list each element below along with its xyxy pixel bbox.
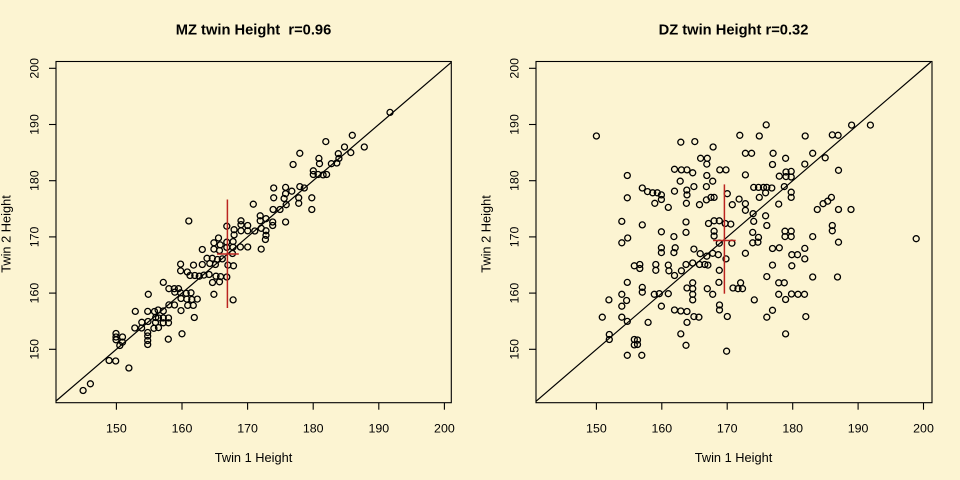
svg-text:190: 190 <box>368 421 389 435</box>
svg-text:200: 200 <box>434 421 455 435</box>
svg-text:160: 160 <box>651 421 672 435</box>
svg-text:170: 170 <box>717 421 738 435</box>
svg-text:200: 200 <box>508 58 522 79</box>
svg-text:DZ twin Height r=0.32: DZ twin Height r=0.32 <box>659 22 809 38</box>
svg-text:150: 150 <box>106 421 127 435</box>
svg-text:Twin 2 Height: Twin 2 Height <box>0 195 14 273</box>
svg-text:170: 170 <box>28 226 42 247</box>
svg-text:150: 150 <box>508 339 522 360</box>
svg-text:170: 170 <box>508 226 522 247</box>
svg-text:160: 160 <box>28 283 42 304</box>
svg-text:150: 150 <box>586 421 607 435</box>
svg-text:180: 180 <box>28 170 42 191</box>
svg-text:190: 190 <box>508 114 522 135</box>
svg-text:180: 180 <box>303 421 324 435</box>
svg-text:180: 180 <box>508 170 522 191</box>
svg-text:Twin 2 Height: Twin 2 Height <box>479 195 494 273</box>
svg-text:200: 200 <box>28 58 42 79</box>
svg-text:180: 180 <box>782 421 803 435</box>
svg-text:Twin 1 Height: Twin 1 Height <box>695 450 773 465</box>
svg-text:MZ twin Height r=0.96: MZ twin Height r=0.96 <box>176 22 331 38</box>
svg-text:200: 200 <box>913 421 934 435</box>
svg-text:150: 150 <box>28 339 42 360</box>
svg-text:190: 190 <box>848 421 869 435</box>
svg-text:160: 160 <box>172 421 193 435</box>
svg-text:190: 190 <box>28 114 42 135</box>
svg-text:170: 170 <box>237 421 258 435</box>
svg-text:Twin 1 Height: Twin 1 Height <box>215 450 293 465</box>
svg-text:160: 160 <box>508 283 522 304</box>
